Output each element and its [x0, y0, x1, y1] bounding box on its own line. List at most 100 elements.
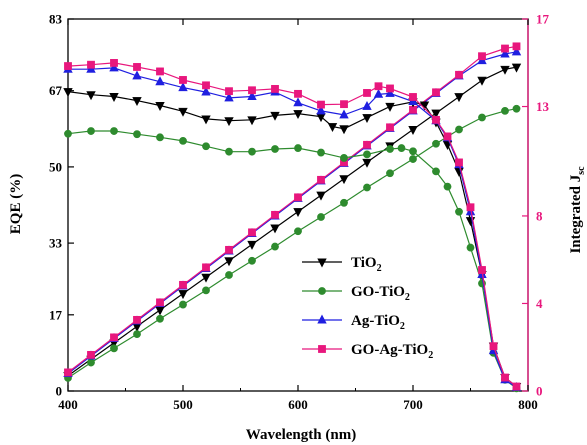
legend-label: TiO2: [351, 255, 382, 274]
eqe-point-go_tio2: [455, 207, 463, 216]
eqe-point-go_tio2: [409, 147, 417, 156]
eqe-point-tio2: [316, 113, 326, 123]
eqe-point-go_ag_tio2: [294, 89, 302, 98]
eqe-point-go_tio2: [271, 145, 279, 153]
integrated-line-tio2: [67, 66, 517, 377]
eqe-point-go_ag_tio2: [271, 85, 279, 93]
eqe-series-ag_tio2: [63, 62, 522, 391]
y2-axis-title-main: Integrated J: [568, 174, 584, 253]
integrated-point-go_ag_tio2: [179, 280, 187, 289]
integrated-point-tio2: [224, 257, 234, 267]
integrated-series-go_ag_tio2: [64, 42, 521, 377]
eqe-series-go_tio2: [64, 127, 521, 393]
eqe-point-go_ag_tio2: [179, 76, 187, 84]
integrated-point-tio2: [247, 240, 257, 250]
eqe-point-go_tio2: [133, 130, 141, 139]
legend-label-sub: 2: [400, 321, 405, 332]
y2-tick-label: 17: [536, 12, 550, 27]
y2-tick-label: 4: [536, 296, 543, 311]
integrated-point-go_ag_tio2: [478, 52, 486, 61]
eqe-point-go_tio2: [294, 144, 302, 152]
integrated-point-go_tio2: [317, 213, 325, 221]
eqe-point-tio2: [201, 115, 211, 125]
eqe-point-go_tio2: [363, 150, 371, 159]
integrated-point-go_ag_tio2: [317, 175, 325, 184]
legend-label-base: GO-TiO: [351, 284, 405, 300]
eqe-point-go_tio2: [156, 133, 164, 142]
eqe-point-go_ag_tio2: [432, 115, 440, 124]
y-tick-label: 83: [49, 12, 63, 27]
integrated-point-tio2: [408, 126, 418, 135]
eqe-point-go_tio2: [317, 148, 325, 157]
eqe-point-ag_tio2: [224, 92, 234, 102]
legend-label-base: Ag-TiO: [351, 313, 400, 329]
integrated-point-go_ag_tio2: [455, 70, 463, 79]
integrated-point-go_ag_tio2: [512, 42, 521, 51]
y-tick-label: 17: [49, 307, 63, 322]
x-tick-label: 800: [518, 397, 538, 412]
eqe-point-go_ag_tio2: [133, 63, 141, 71]
eqe-point-ag_tio2: [201, 86, 211, 96]
y-tick-label: 50: [49, 159, 62, 174]
eqe-point-go_tio2: [340, 154, 348, 162]
eqe-point-ag_tio2: [385, 87, 395, 97]
x-tick-label: 500: [173, 397, 193, 412]
eqe-point-go_tio2: [386, 145, 394, 153]
eqe-line-ag_tio2: [68, 67, 517, 388]
integrated-point-tio2: [454, 93, 464, 103]
eqe-point-tio2: [293, 110, 303, 120]
integrated-point-go_tio2: [512, 104, 521, 113]
integrated-point-go_tio2: [248, 256, 256, 265]
integrated-point-tio2: [155, 306, 165, 316]
integrated-point-go_tio2: [363, 183, 371, 192]
integrated-point-go_tio2: [271, 242, 279, 251]
eqe-point-go_tio2: [397, 144, 406, 152]
eqe-point-go_tio2: [110, 127, 118, 135]
eqe-point-go_tio2: [443, 182, 452, 191]
eqe-point-ag_tio2: [362, 100, 372, 110]
eqe-point-go_ag_tio2: [409, 93, 417, 101]
integrated-point-go_ag_tio2: [133, 315, 141, 324]
y-tick-label: 33: [49, 236, 63, 251]
integrated-point-tio2: [201, 273, 211, 283]
eqe-point-go_ag_tio2: [110, 59, 118, 67]
integrated-point-tio2: [477, 76, 487, 86]
integrated-point-tio2: [178, 290, 188, 300]
eqe-point-go_tio2: [225, 147, 233, 156]
integrated-point-tio2: [270, 224, 280, 234]
integrated-point-go_tio2: [294, 227, 302, 236]
eqe-point-go_ag_tio2: [386, 84, 394, 93]
integrated-point-go_tio2: [202, 286, 210, 295]
eqe-point-go_ag_tio2: [443, 132, 452, 141]
integrated-point-go_tio2: [87, 358, 95, 367]
integrated-point-go_tio2: [179, 300, 187, 309]
integrated-point-go_ag_tio2: [225, 245, 233, 254]
legend-marker: [317, 314, 327, 324]
legend-label-base: TiO: [351, 255, 377, 271]
eqe-point-go_ag_tio2: [64, 62, 72, 70]
integrated-point-tio2: [339, 175, 349, 185]
integrated-point-go_ag_tio2: [501, 44, 509, 53]
legend-label-base: GO-Ag-TiO: [351, 342, 428, 358]
eqe-point-go_ag_tio2: [455, 158, 463, 167]
integrated-point-go_ag_tio2: [294, 193, 302, 202]
legend-label-sub: 2: [428, 350, 433, 361]
eqe-line-go_tio2: [67, 130, 517, 389]
eqe-point-ag_tio2: [339, 109, 349, 119]
legend-item-go_tio2: GO-TiO2: [302, 284, 410, 303]
integrated-point-ag_tio2: [511, 46, 522, 56]
integrated-point-tio2: [431, 109, 441, 119]
integrated-point-tio2: [511, 63, 522, 73]
legend-item-tio2: TiO2: [302, 255, 382, 274]
eqe-point-go_tio2: [179, 137, 187, 145]
y-tick-label: 0: [56, 384, 63, 399]
eqe-point-tio2: [327, 123, 338, 133]
integrated-point-go_tio2: [133, 330, 141, 339]
integrated-point-go_ag_tio2: [64, 368, 72, 377]
integrated-point-go_ag_tio2: [202, 263, 210, 272]
eqe-point-tio2: [224, 117, 234, 127]
legend-label: Ag-TiO2: [351, 313, 405, 332]
eqe-point-go_ag_tio2: [87, 60, 95, 69]
eqe-point-ag_tio2: [316, 105, 326, 115]
